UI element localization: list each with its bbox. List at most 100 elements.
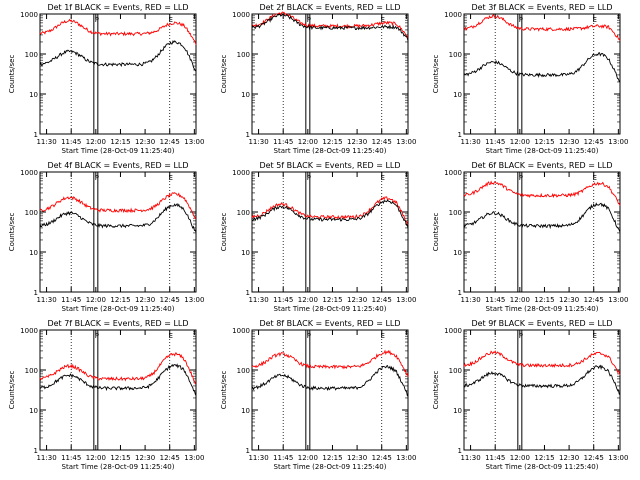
x-tick-label: 11:30 [460, 138, 480, 146]
x-tick-label: 12:30 [347, 454, 367, 462]
marker-label: E [169, 16, 173, 24]
lld-series-red [39, 352, 197, 385]
x-tick-label: 12:00 [86, 138, 106, 146]
x-tick-label: 11:30 [248, 138, 268, 146]
y-tick-label: 100 [25, 209, 38, 217]
x-axis-label: Start Time (28-Oct-09 11:25:40) [62, 305, 175, 313]
plot-frame [39, 171, 197, 293]
x-tick-label: 12:15 [534, 454, 554, 462]
panel-title: Det 5f BLACK = Events, RED = LLD [259, 161, 400, 170]
x-tick-label: 12:30 [135, 454, 155, 462]
panel-7: Det 7f BLACK = Events, RED = LLD 1 10 100 10… [8, 319, 204, 471]
x-tick-label: 12:15 [534, 138, 554, 146]
y-tick-label: 10 [29, 249, 38, 257]
x-tick-label: 13:00 [184, 454, 204, 462]
y-tick-label: 10 [241, 91, 250, 99]
lld-series-red [251, 349, 409, 378]
y-tick-label: 1000 [20, 11, 38, 19]
lld-series-red [39, 18, 197, 45]
x-tick-label: 12:45 [372, 296, 392, 304]
y-axis-label: Counts/sec [8, 371, 16, 410]
panel-title: Det 2f BLACK = Events, RED = LLD [259, 3, 400, 12]
marker-label: P [95, 174, 99, 182]
y-tick-label: 100 [237, 209, 250, 217]
events-series-black [252, 199, 409, 229]
x-tick-label: 11:30 [460, 296, 480, 304]
x-tick-label: 11:45 [61, 296, 81, 304]
y-tick-label: 1 [246, 289, 250, 297]
x-tick-label: 11:45 [485, 296, 505, 304]
y-tick-label: 1000 [444, 11, 462, 19]
plot-frame [463, 13, 621, 135]
x-tick-label: 13:00 [396, 296, 416, 304]
x-tick-label: 12:30 [347, 296, 367, 304]
y-tick-label: 1000 [20, 169, 38, 177]
y-tick-label: 1 [34, 447, 38, 455]
x-tick-label: 11:45 [273, 454, 293, 462]
x-tick-label: 12:15 [110, 138, 130, 146]
marker-label: E [169, 332, 173, 340]
marker-label: P [519, 332, 523, 340]
x-tick-label: 12:45 [160, 454, 180, 462]
x-tick-label: 12:30 [135, 296, 155, 304]
x-axis-label: Start Time (28-Oct-09 11:25:40) [486, 305, 599, 313]
y-tick-label: 10 [29, 91, 38, 99]
x-tick-label: 13:00 [396, 138, 416, 146]
x-axis-label: Start Time (28-Oct-09 11:25:40) [486, 147, 599, 155]
marker-label: E [381, 332, 385, 340]
plot-frame [39, 329, 197, 451]
x-tick-label: 11:45 [485, 138, 505, 146]
marker-label: P [95, 16, 99, 24]
events-series-black [251, 13, 409, 42]
x-tick-label: 13:00 [396, 454, 416, 462]
y-axis-label: Counts/sec [432, 371, 440, 410]
x-axis-label: Start Time (28-Oct-09 11:25:40) [62, 147, 175, 155]
panel-title: Det 7f BLACK = Events, RED = LLD [47, 319, 188, 328]
lld-series-red [463, 180, 621, 206]
y-tick-label: 1 [34, 289, 38, 297]
x-tick-label: 11:45 [273, 138, 293, 146]
plot-frame [39, 13, 197, 135]
x-axis-label: Start Time (28-Oct-09 11:25:40) [486, 463, 599, 471]
marker-label: E [593, 332, 597, 340]
x-tick-label: 12:30 [559, 296, 579, 304]
marker-label: P [307, 16, 311, 24]
x-tick-label: 13:00 [608, 138, 628, 146]
y-axis-label: Counts/sec [220, 371, 228, 410]
lld-series-red [251, 11, 409, 39]
plot-frame [251, 171, 409, 293]
lld-series-red [251, 196, 409, 226]
y-tick-label: 10 [241, 407, 250, 415]
panel-4: Det 4f BLACK = Events, RED = LLD 1 10 100 10… [8, 161, 204, 313]
marker-label: P [519, 174, 523, 182]
panel-5: Det 5f BLACK = Events, RED = LLD 1 10 100 10… [220, 161, 416, 313]
x-tick-label: 12:45 [584, 296, 604, 304]
x-tick-label: 11:30 [248, 454, 268, 462]
x-tick-label: 13:00 [608, 454, 628, 462]
panel-9: Det 9f BLACK = Events, RED = LLD 1 10 100 10… [432, 319, 628, 471]
x-tick-label: 12:00 [86, 454, 106, 462]
lld-series-red [463, 14, 621, 41]
x-tick-label: 12:30 [559, 454, 579, 462]
x-tick-label: 13:00 [608, 296, 628, 304]
panel-title: Det 4f BLACK = Events, RED = LLD [47, 161, 188, 170]
events-series-black [39, 363, 197, 396]
panel-title: Det 6f BLACK = Events, RED = LLD [471, 161, 612, 170]
lld-series-red [463, 350, 621, 375]
y-axis-label: Counts/sec [8, 213, 16, 252]
x-tick-label: 12:15 [534, 296, 554, 304]
x-tick-label: 11:45 [273, 296, 293, 304]
events-series-black [39, 202, 197, 233]
y-tick-label: 100 [25, 51, 38, 59]
x-tick-label: 12:45 [584, 454, 604, 462]
y-tick-label: 1 [246, 447, 250, 455]
y-tick-label: 100 [449, 367, 462, 375]
marker-label: P [95, 332, 99, 340]
events-series-black [463, 202, 621, 233]
x-axis-label: Start Time (28-Oct-09 11:25:40) [274, 463, 387, 471]
panel-3: Det 3f BLACK = Events, RED = LLD 1 10 100 10… [432, 3, 628, 155]
marker-label: P [307, 332, 311, 340]
x-tick-label: 12:00 [510, 138, 530, 146]
x-tick-label: 11:30 [36, 138, 56, 146]
